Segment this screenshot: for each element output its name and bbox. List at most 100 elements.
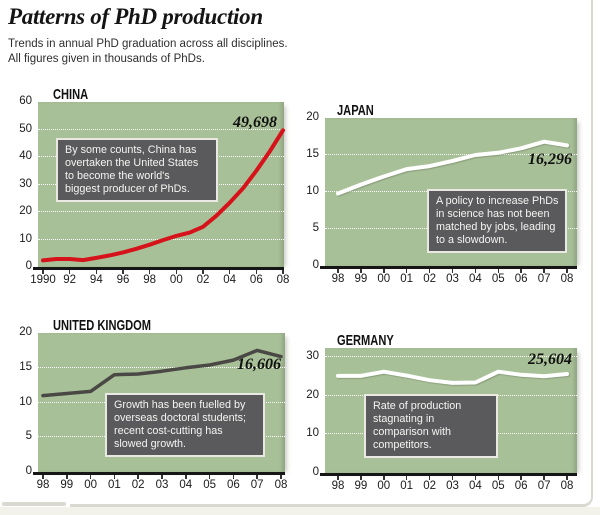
x-axis-tick <box>68 270 71 274</box>
annotation-box-japan: A policy to increase PhDs in science has… <box>427 189 568 253</box>
y-tick-label: 60 <box>19 95 32 107</box>
y-tick-label: 5 <box>312 222 319 234</box>
grid-line <box>325 117 577 118</box>
x-tick-label: 00 <box>377 273 391 285</box>
chart-title-china: CHINA <box>53 86 89 103</box>
y-tick-label: 15 <box>306 148 319 160</box>
page-subtitle: Trends in annual PhD graduation across a… <box>8 38 288 65</box>
x-tick-label: 02 <box>196 274 210 286</box>
x-tick-label: 05 <box>203 479 216 491</box>
x-axis-tick <box>113 475 116 479</box>
y-tick-label: 10 <box>306 427 319 440</box>
x-tick-label: 00 <box>377 480 391 492</box>
x-axis-tick <box>451 476 454 480</box>
page-bottom-margin <box>0 507 600 515</box>
grid-line <box>325 355 577 357</box>
x-axis-tick <box>383 476 385 480</box>
x-tick-label: 04 <box>179 479 193 491</box>
value-label-germany: 25,604 <box>528 351 572 368</box>
x-axis-tick <box>543 476 545 480</box>
y-tick-label: 15 <box>19 360 32 373</box>
x-axis-tick <box>232 475 235 479</box>
x-axis-tick <box>405 269 408 273</box>
x-tick-label: 08 <box>560 273 574 285</box>
y-tick-label: 50 <box>19 122 32 135</box>
y-tick-label: 30 <box>306 349 319 362</box>
x-tick-label: 08 <box>276 274 290 286</box>
x-axis-tick <box>185 475 187 479</box>
x-axis-tick <box>337 476 339 480</box>
x-tick-label: 1990 <box>30 274 56 286</box>
x-axis-tick <box>95 270 98 274</box>
x-axis-tick <box>451 269 454 273</box>
x-tick-label: 01 <box>107 479 121 491</box>
x-tick-label: 06 <box>249 274 263 286</box>
x-tick-label: 99 <box>354 480 368 492</box>
x-tick-label: 08 <box>560 480 574 492</box>
x-axis <box>320 266 577 269</box>
x-axis-tick <box>337 269 339 273</box>
annotation-box-uk: Growth has been fuelled by overseas doct… <box>105 393 265 457</box>
chart-title-uk: UNITED KINGDOM <box>53 317 152 334</box>
x-tick-label: 06 <box>514 480 528 492</box>
x-axis-tick <box>122 270 124 274</box>
y-tick-label: 20 <box>19 205 32 217</box>
x-axis-tick <box>202 270 204 274</box>
x-axis-tick <box>428 476 431 480</box>
grid-line <box>38 238 284 240</box>
x-tick-label: 04 <box>468 480 482 492</box>
x-tick-label: 03 <box>446 480 459 492</box>
x-tick-label: 98 <box>331 480 345 492</box>
x-axis-tick <box>383 269 385 273</box>
x-axis-tick <box>256 475 258 479</box>
y-tick-label: 0 <box>25 260 32 272</box>
x-tick-label: 04 <box>468 273 482 285</box>
grid-line <box>38 332 285 333</box>
x-tick-label: 03 <box>155 479 169 491</box>
x-axis-tick <box>405 476 408 480</box>
x-axis-tick <box>428 269 431 273</box>
panel-bottom-left-border <box>2 502 66 506</box>
x-axis-tick <box>89 475 92 479</box>
y-tick-label: 0 <box>312 466 319 478</box>
x-axis-tick <box>474 269 477 273</box>
x-tick-label: 03 <box>446 273 459 285</box>
x-axis-tick <box>66 475 68 479</box>
x-tick-label: 94 <box>89 274 103 286</box>
x-tick-label: 06 <box>514 273 528 285</box>
x-axis-tick <box>497 476 500 480</box>
panel-frame-border <box>70 0 593 507</box>
x-axis-tick <box>255 270 258 274</box>
x-tick-label: 99 <box>354 273 368 285</box>
x-axis <box>33 472 285 475</box>
x-axis <box>33 267 284 270</box>
x-axis-tick <box>42 475 44 479</box>
x-tick-label: 07 <box>537 480 551 492</box>
x-tick-label: 04 <box>223 274 237 286</box>
x-tick-label: 07 <box>250 479 264 491</box>
x-tick-label: 02 <box>131 479 145 491</box>
x-axis-tick <box>360 476 362 480</box>
chart-title-japan: JAPAN <box>337 102 374 119</box>
x-tick-label: 06 <box>226 479 240 491</box>
y-tick-label: 30 <box>19 177 32 190</box>
y-tick-label: 40 <box>19 150 32 162</box>
grid-line <box>38 211 284 212</box>
x-axis-tick <box>228 270 231 274</box>
x-tick-label: 00 <box>84 479 97 491</box>
x-tick-label: 98 <box>331 273 345 285</box>
x-tick-label: 99 <box>60 479 74 491</box>
y-tick-label: 20 <box>306 388 319 401</box>
x-tick-label: 02 <box>423 480 436 492</box>
annotation-box-germany: Rate of production stagnating in compari… <box>364 394 498 458</box>
y-tick-label: 10 <box>19 395 32 408</box>
y-tick-label: 0 <box>312 259 319 271</box>
x-tick-label: 05 <box>491 273 505 285</box>
x-axis-tick <box>474 476 477 480</box>
x-tick-label: 08 <box>274 479 288 491</box>
x-axis-tick <box>566 269 568 273</box>
x-axis-tick <box>543 269 545 273</box>
x-axis-tick <box>566 476 568 480</box>
y-tick-label: 10 <box>306 185 319 197</box>
x-axis <box>320 473 577 476</box>
